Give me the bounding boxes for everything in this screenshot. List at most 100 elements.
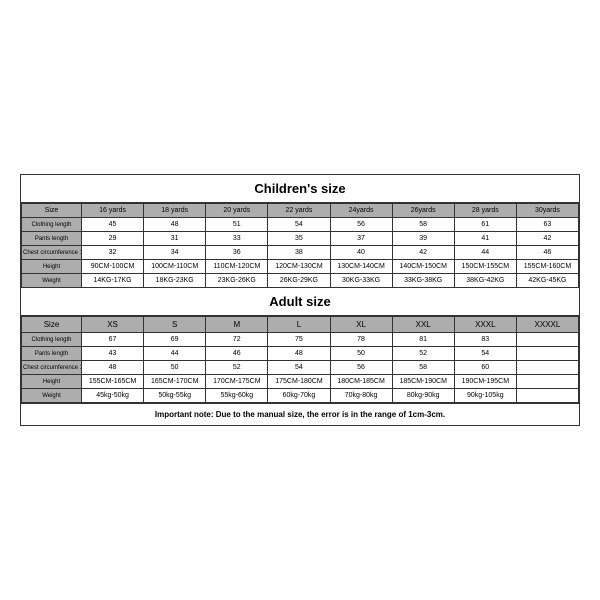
adult-size-col: S	[144, 317, 206, 333]
cell	[516, 389, 578, 403]
cell: 46	[516, 246, 578, 260]
cell: 38	[268, 246, 330, 260]
cell: 75	[268, 333, 330, 347]
cell: 150CM-155CM	[454, 260, 516, 274]
cell: 56	[330, 218, 392, 232]
cell: 42	[392, 246, 454, 260]
table-row: Clothing length 45 48 51 54 56 58 61 63	[22, 218, 579, 232]
cell: 34	[144, 246, 206, 260]
cell	[516, 375, 578, 389]
cell: 60kg-70kg	[268, 389, 330, 403]
cell: 29	[82, 232, 144, 246]
cell: 54	[454, 347, 516, 361]
adult-size-col: L	[268, 317, 330, 333]
cell: 180CM-185CM	[330, 375, 392, 389]
cell: 110CM-120CM	[206, 260, 268, 274]
cell: 50	[144, 361, 206, 375]
cell: 37	[330, 232, 392, 246]
cell: 72	[206, 333, 268, 347]
children-size-col: 22 yards	[268, 204, 330, 218]
cell: 14KG-17KG	[82, 274, 144, 288]
cell: 175CM-180CM	[268, 375, 330, 389]
table-row: Chest circumference 1/2 48 50 52 54 56 5…	[22, 361, 579, 375]
children-size-col: 26yards	[392, 204, 454, 218]
cell: 120CM-130CM	[268, 260, 330, 274]
cell: 52	[206, 361, 268, 375]
cell: 31	[144, 232, 206, 246]
adult-size-col: M	[206, 317, 268, 333]
children-size-col: 24yards	[330, 204, 392, 218]
row-label: Weight	[22, 389, 82, 403]
cell: 32	[82, 246, 144, 260]
cell: 23KG-26KG	[206, 274, 268, 288]
children-table: Size 16 yards 18 yards 20 yards 22 yards…	[21, 203, 579, 288]
row-label: Chest circumference 1/2	[22, 361, 82, 375]
cell: 67	[82, 333, 144, 347]
cell: 63	[516, 218, 578, 232]
table-row: Chest circumference 1/2 32 34 36 38 40 4…	[22, 246, 579, 260]
cell: 155CM-165CM	[82, 375, 144, 389]
table-row: Height 90CM-100CM 100CM-110CM 110CM-120C…	[22, 260, 579, 274]
cell: 45	[82, 218, 144, 232]
row-label: Height	[22, 260, 82, 274]
cell: 48	[82, 361, 144, 375]
cell: 130CM-140CM	[330, 260, 392, 274]
cell: 44	[144, 347, 206, 361]
children-title: Children's size	[21, 175, 579, 203]
cell: 78	[330, 333, 392, 347]
adult-size-col: XS	[82, 317, 144, 333]
cell: 54	[268, 361, 330, 375]
table-row: Clothing length 67 69 72 75 78 81 83	[22, 333, 579, 347]
row-label: Height	[22, 375, 82, 389]
table-row: Height 155CM-165CM 165CM-170CM 170CM-175…	[22, 375, 579, 389]
cell: 54	[268, 218, 330, 232]
cell	[516, 347, 578, 361]
cell: 48	[144, 218, 206, 232]
row-label: Clothing length	[22, 218, 82, 232]
cell	[516, 361, 578, 375]
cell: 56	[330, 361, 392, 375]
cell: 50kg-55kg	[144, 389, 206, 403]
adult-header-label: Size	[22, 317, 82, 333]
cell: 155CM-160CM	[516, 260, 578, 274]
cell: 140CM-150CM	[392, 260, 454, 274]
cell: 83	[454, 333, 516, 347]
cell: 61	[454, 218, 516, 232]
cell: 70kg-80kg	[330, 389, 392, 403]
row-label: Pants length	[22, 232, 82, 246]
cell: 80kg-90kg	[392, 389, 454, 403]
cell: 100CM-110CM	[144, 260, 206, 274]
cell: 41	[454, 232, 516, 246]
cell: 33KG-38KG	[392, 274, 454, 288]
adult-title: Adult size	[21, 288, 579, 316]
table-row: Pants length 29 31 33 35 37 39 41 42	[22, 232, 579, 246]
cell: 30KG-33KG	[330, 274, 392, 288]
row-label: Chest circumference 1/2	[22, 246, 82, 260]
adult-header-row: Size XS S M L XL XXL XXXL XXXXL	[22, 317, 579, 333]
table-row: Pants length 43 44 46 48 50 52 54	[22, 347, 579, 361]
cell	[516, 333, 578, 347]
cell: 52	[392, 347, 454, 361]
cell: 58	[392, 361, 454, 375]
adult-size-col: XXL	[392, 317, 454, 333]
cell: 90CM-100CM	[82, 260, 144, 274]
adult-table: Size XS S M L XL XXL XXXL XXXXL Clothing…	[21, 316, 579, 403]
cell: 55kg-60kg	[206, 389, 268, 403]
important-note: Important note: Due to the manual size, …	[21, 403, 579, 425]
children-size-col: 28 yards	[454, 204, 516, 218]
cell: 48	[268, 347, 330, 361]
cell: 26KG-29KG	[268, 274, 330, 288]
adult-size-col: XXXL	[454, 317, 516, 333]
row-label: Weight	[22, 274, 82, 288]
cell: 18KG-23KG	[144, 274, 206, 288]
cell: 38KG-42KG	[454, 274, 516, 288]
cell: 90kg-105kg	[454, 389, 516, 403]
cell: 165CM-170CM	[144, 375, 206, 389]
cell: 42	[516, 232, 578, 246]
cell: 44	[454, 246, 516, 260]
children-size-col: 16 yards	[82, 204, 144, 218]
children-size-col: 20 yards	[206, 204, 268, 218]
adult-size-col: XXXXL	[516, 317, 578, 333]
children-header-row: Size 16 yards 18 yards 20 yards 22 yards…	[22, 204, 579, 218]
row-label: Clothing length	[22, 333, 82, 347]
